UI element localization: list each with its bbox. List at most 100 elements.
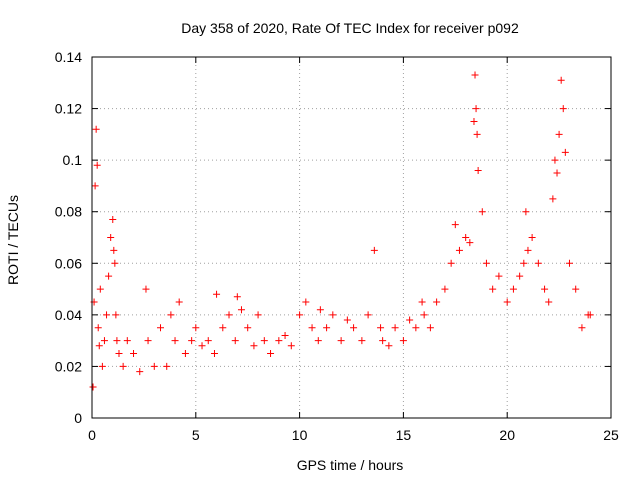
data-point-marker — [123, 337, 131, 345]
data-point-marker — [92, 125, 100, 133]
data-point-marker — [557, 76, 565, 84]
data-point-marker — [107, 234, 115, 241]
data-point-marker — [281, 331, 289, 339]
data-point-marker — [503, 298, 511, 306]
data-point-marker — [495, 272, 503, 280]
x-tick-label: 0 — [88, 427, 96, 443]
axis-ticks: 0 5 10 15 20 25 0 0.02 0.04 0.06 0.08 0.1 0.12 0.14 — [55, 49, 619, 443]
y-tick-label: 0.1 — [63, 152, 83, 168]
data-point-marker — [555, 130, 563, 138]
data-point-marker — [474, 166, 482, 174]
data-point-marker — [254, 311, 262, 319]
y-tick-label: 0.08 — [55, 204, 82, 220]
chart-title: Day 358 of 2020, Rate Of TEC Index for r… — [181, 20, 519, 36]
data-point-marker — [250, 342, 258, 350]
data-point-marker — [100, 337, 108, 345]
data-point-marker — [441, 285, 449, 293]
data-point-marker — [522, 208, 530, 216]
data-point-marker — [296, 311, 304, 319]
data-point-marker — [225, 311, 233, 319]
y-tick-label: 0.02 — [55, 358, 82, 374]
data-point-marker — [192, 324, 200, 332]
y-tick-label: 0.06 — [55, 255, 82, 271]
data-point-marker — [549, 195, 557, 203]
data-point-marker — [167, 311, 175, 319]
data-point-marker — [91, 182, 99, 190]
data-point-marker — [103, 311, 111, 319]
data-point-marker — [516, 272, 524, 280]
data-point-marker — [308, 324, 316, 332]
data-point-marker — [489, 285, 497, 293]
data-point-marker — [105, 272, 113, 280]
data-point-marker — [358, 337, 366, 345]
data-point-marker — [385, 342, 393, 350]
data-point-marker — [399, 337, 407, 345]
data-points — [89, 71, 594, 391]
data-point-marker — [578, 324, 586, 332]
data-point-marker — [553, 169, 561, 177]
data-point-marker — [93, 161, 101, 169]
data-point-marker — [364, 311, 372, 319]
data-point-marker — [204, 337, 212, 345]
data-point-marker — [509, 285, 517, 293]
data-point-marker — [466, 239, 474, 247]
data-point-marker — [471, 71, 479, 79]
x-tick-label: 20 — [499, 427, 515, 443]
data-point-marker — [244, 324, 252, 332]
data-point-marker — [391, 324, 399, 332]
data-point-marker — [447, 259, 455, 267]
data-point-marker — [426, 324, 434, 332]
data-point-marker — [260, 337, 268, 345]
data-point-marker — [350, 324, 358, 332]
data-point-marker — [109, 215, 117, 223]
data-point-marker — [237, 306, 245, 314]
data-point-marker — [316, 306, 324, 314]
x-axis-label: GPS time / hours — [297, 457, 404, 473]
plot-frame — [91, 56, 612, 419]
x-tick-label: 5 — [192, 427, 200, 443]
data-point-marker — [343, 316, 351, 324]
data-point-marker — [96, 285, 104, 293]
data-point-marker — [113, 337, 121, 345]
data-point-marker — [524, 246, 532, 254]
data-point-marker — [473, 130, 481, 138]
data-point-marker — [420, 311, 428, 319]
data-point-marker — [302, 298, 310, 306]
data-point-marker — [210, 350, 218, 358]
x-tick-label: 25 — [603, 427, 619, 443]
data-point-marker — [329, 311, 337, 319]
data-point-marker — [470, 117, 478, 125]
data-point-marker — [559, 105, 567, 113]
data-point-marker — [150, 362, 158, 370]
y-tick-label: 0.12 — [55, 101, 82, 117]
data-point-marker — [163, 362, 171, 370]
data-point-marker — [314, 337, 322, 345]
data-point-marker — [377, 324, 385, 332]
data-point-marker — [181, 350, 189, 358]
data-point-marker — [136, 368, 144, 376]
data-point-marker — [233, 293, 241, 301]
data-point-marker — [520, 259, 528, 267]
data-point-marker — [545, 298, 553, 306]
y-axis-label: ROTI / TECUs — [5, 195, 21, 285]
data-point-marker — [198, 342, 206, 350]
data-point-marker — [451, 221, 459, 229]
data-point-marker — [275, 337, 283, 345]
data-point-marker — [418, 298, 426, 306]
data-point-marker — [130, 350, 138, 358]
data-point-marker — [94, 324, 102, 332]
data-point-marker — [111, 259, 119, 267]
data-point-marker — [478, 208, 486, 216]
data-point-marker — [142, 285, 150, 293]
data-point-marker — [115, 350, 123, 358]
data-point-marker — [112, 311, 120, 319]
data-point-marker — [534, 259, 542, 267]
y-tick-label: 0.14 — [55, 49, 82, 65]
data-point-marker — [528, 234, 536, 241]
data-point-marker — [213, 290, 221, 298]
data-point-marker — [95, 342, 103, 350]
data-point-marker — [98, 362, 106, 370]
data-point-marker — [406, 316, 414, 324]
